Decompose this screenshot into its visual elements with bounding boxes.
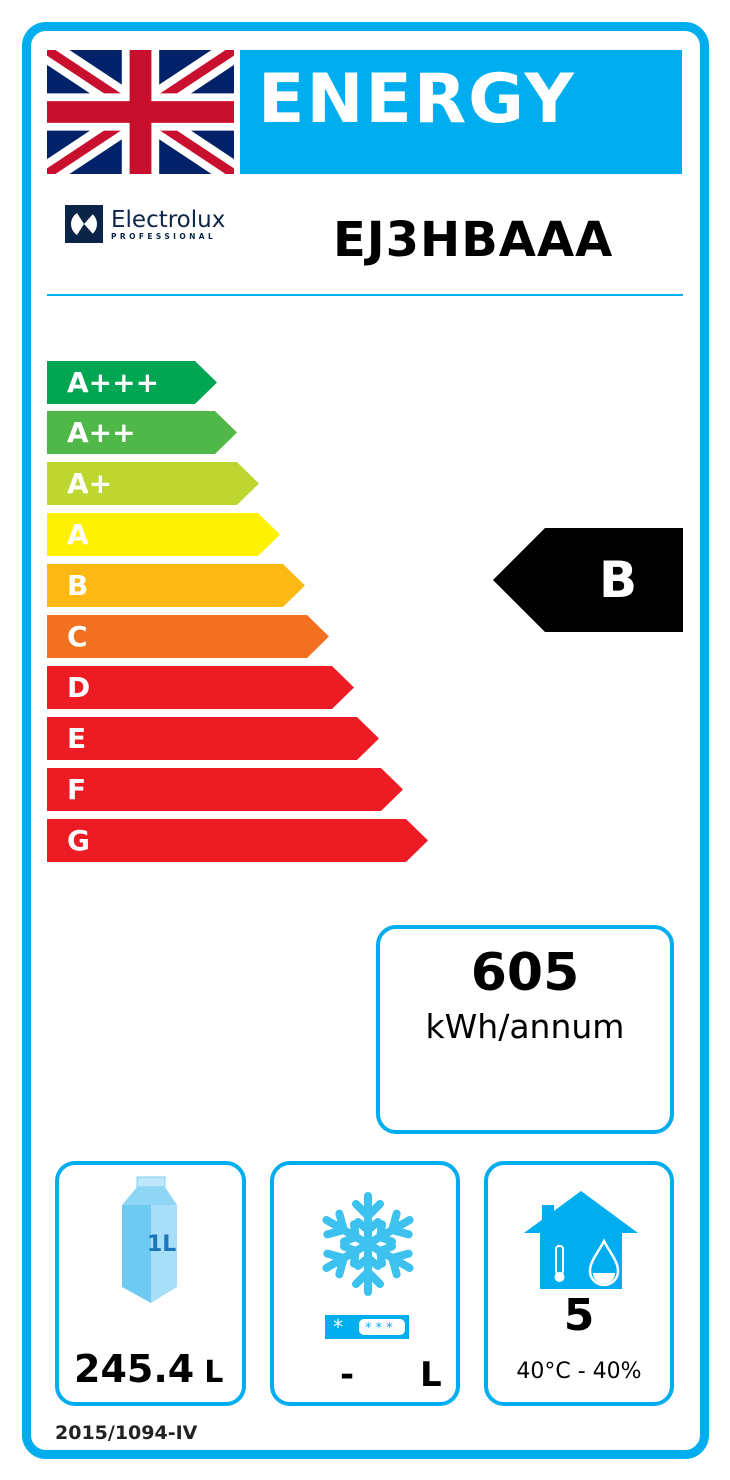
electrolux-logo-icon bbox=[65, 205, 103, 243]
consumption-value: 605 bbox=[470, 943, 580, 1003]
snowflake-icon bbox=[318, 1192, 418, 1298]
brand-subtitle: PROFESSIONAL bbox=[111, 231, 217, 241]
uk-flag-icon bbox=[47, 50, 234, 174]
energy-class-label: D bbox=[67, 671, 91, 704]
storage-volume-box: 1L 245.4 L bbox=[55, 1161, 246, 1406]
energy-class-bar: A++ bbox=[47, 411, 237, 454]
brand-logo: Electrolux PROFESSIONAL bbox=[65, 205, 225, 243]
house-climate-icon bbox=[524, 1191, 638, 1289]
energy-class-label: A++ bbox=[67, 416, 136, 449]
freezer-volume: - bbox=[340, 1355, 355, 1395]
energy-class-bar: C bbox=[47, 615, 329, 658]
freezer-volume-box: * * * * - L bbox=[270, 1161, 460, 1406]
climate-class: 5 bbox=[563, 1290, 595, 1341]
energy-class-label: A+++ bbox=[67, 366, 160, 399]
energy-class-bar: D bbox=[47, 666, 354, 709]
energy-class-label: E bbox=[67, 722, 87, 755]
energy-class-label: F bbox=[67, 773, 87, 806]
freezer-star-rating-icon: * * * * bbox=[325, 1315, 409, 1339]
energy-class-label: A bbox=[67, 518, 89, 551]
energy-class-bar: A bbox=[47, 513, 280, 556]
rating-arrow: B bbox=[493, 528, 683, 632]
milk-carton-icon: 1L bbox=[122, 1176, 177, 1303]
climate-class-box: 5 40°C - 40% bbox=[484, 1161, 674, 1406]
consumption-unit: kWh/annum bbox=[425, 1007, 625, 1046]
label-border bbox=[22, 22, 709, 1459]
rating-class: B bbox=[598, 551, 638, 609]
energy-class-bar: G bbox=[47, 819, 428, 862]
energy-class-label: B bbox=[67, 569, 89, 602]
freezer-unit: L bbox=[420, 1355, 442, 1395]
svg-text:1L: 1L bbox=[147, 1232, 176, 1257]
svg-text:*: * bbox=[333, 1315, 343, 1339]
energy-class-bar: B bbox=[47, 564, 305, 607]
energy-class-label: G bbox=[67, 824, 90, 857]
energy-class-label: A+ bbox=[67, 467, 113, 500]
climate-conditions: 40°C - 40% bbox=[516, 1359, 642, 1384]
energy-title: ENERGY bbox=[240, 50, 682, 174]
divider bbox=[47, 294, 683, 296]
regulation-number: 2015/1094-IV bbox=[55, 1422, 198, 1444]
energy-class-bar: E bbox=[47, 717, 379, 760]
model-number: EJ3HBAAA bbox=[333, 212, 614, 268]
energy-class-label: C bbox=[67, 620, 88, 653]
svg-text:* * *: * * * bbox=[365, 1321, 393, 1336]
consumption-box: 605 kWh/annum bbox=[376, 925, 674, 1134]
energy-class-bar: A+++ bbox=[47, 361, 217, 404]
energy-class-bar: A+ bbox=[47, 462, 259, 505]
brand-name: Electrolux bbox=[111, 206, 226, 233]
storage-volume: 245.4 bbox=[74, 1347, 195, 1391]
storage-unit: L bbox=[204, 1355, 224, 1390]
energy-class-bar: F bbox=[47, 768, 403, 811]
